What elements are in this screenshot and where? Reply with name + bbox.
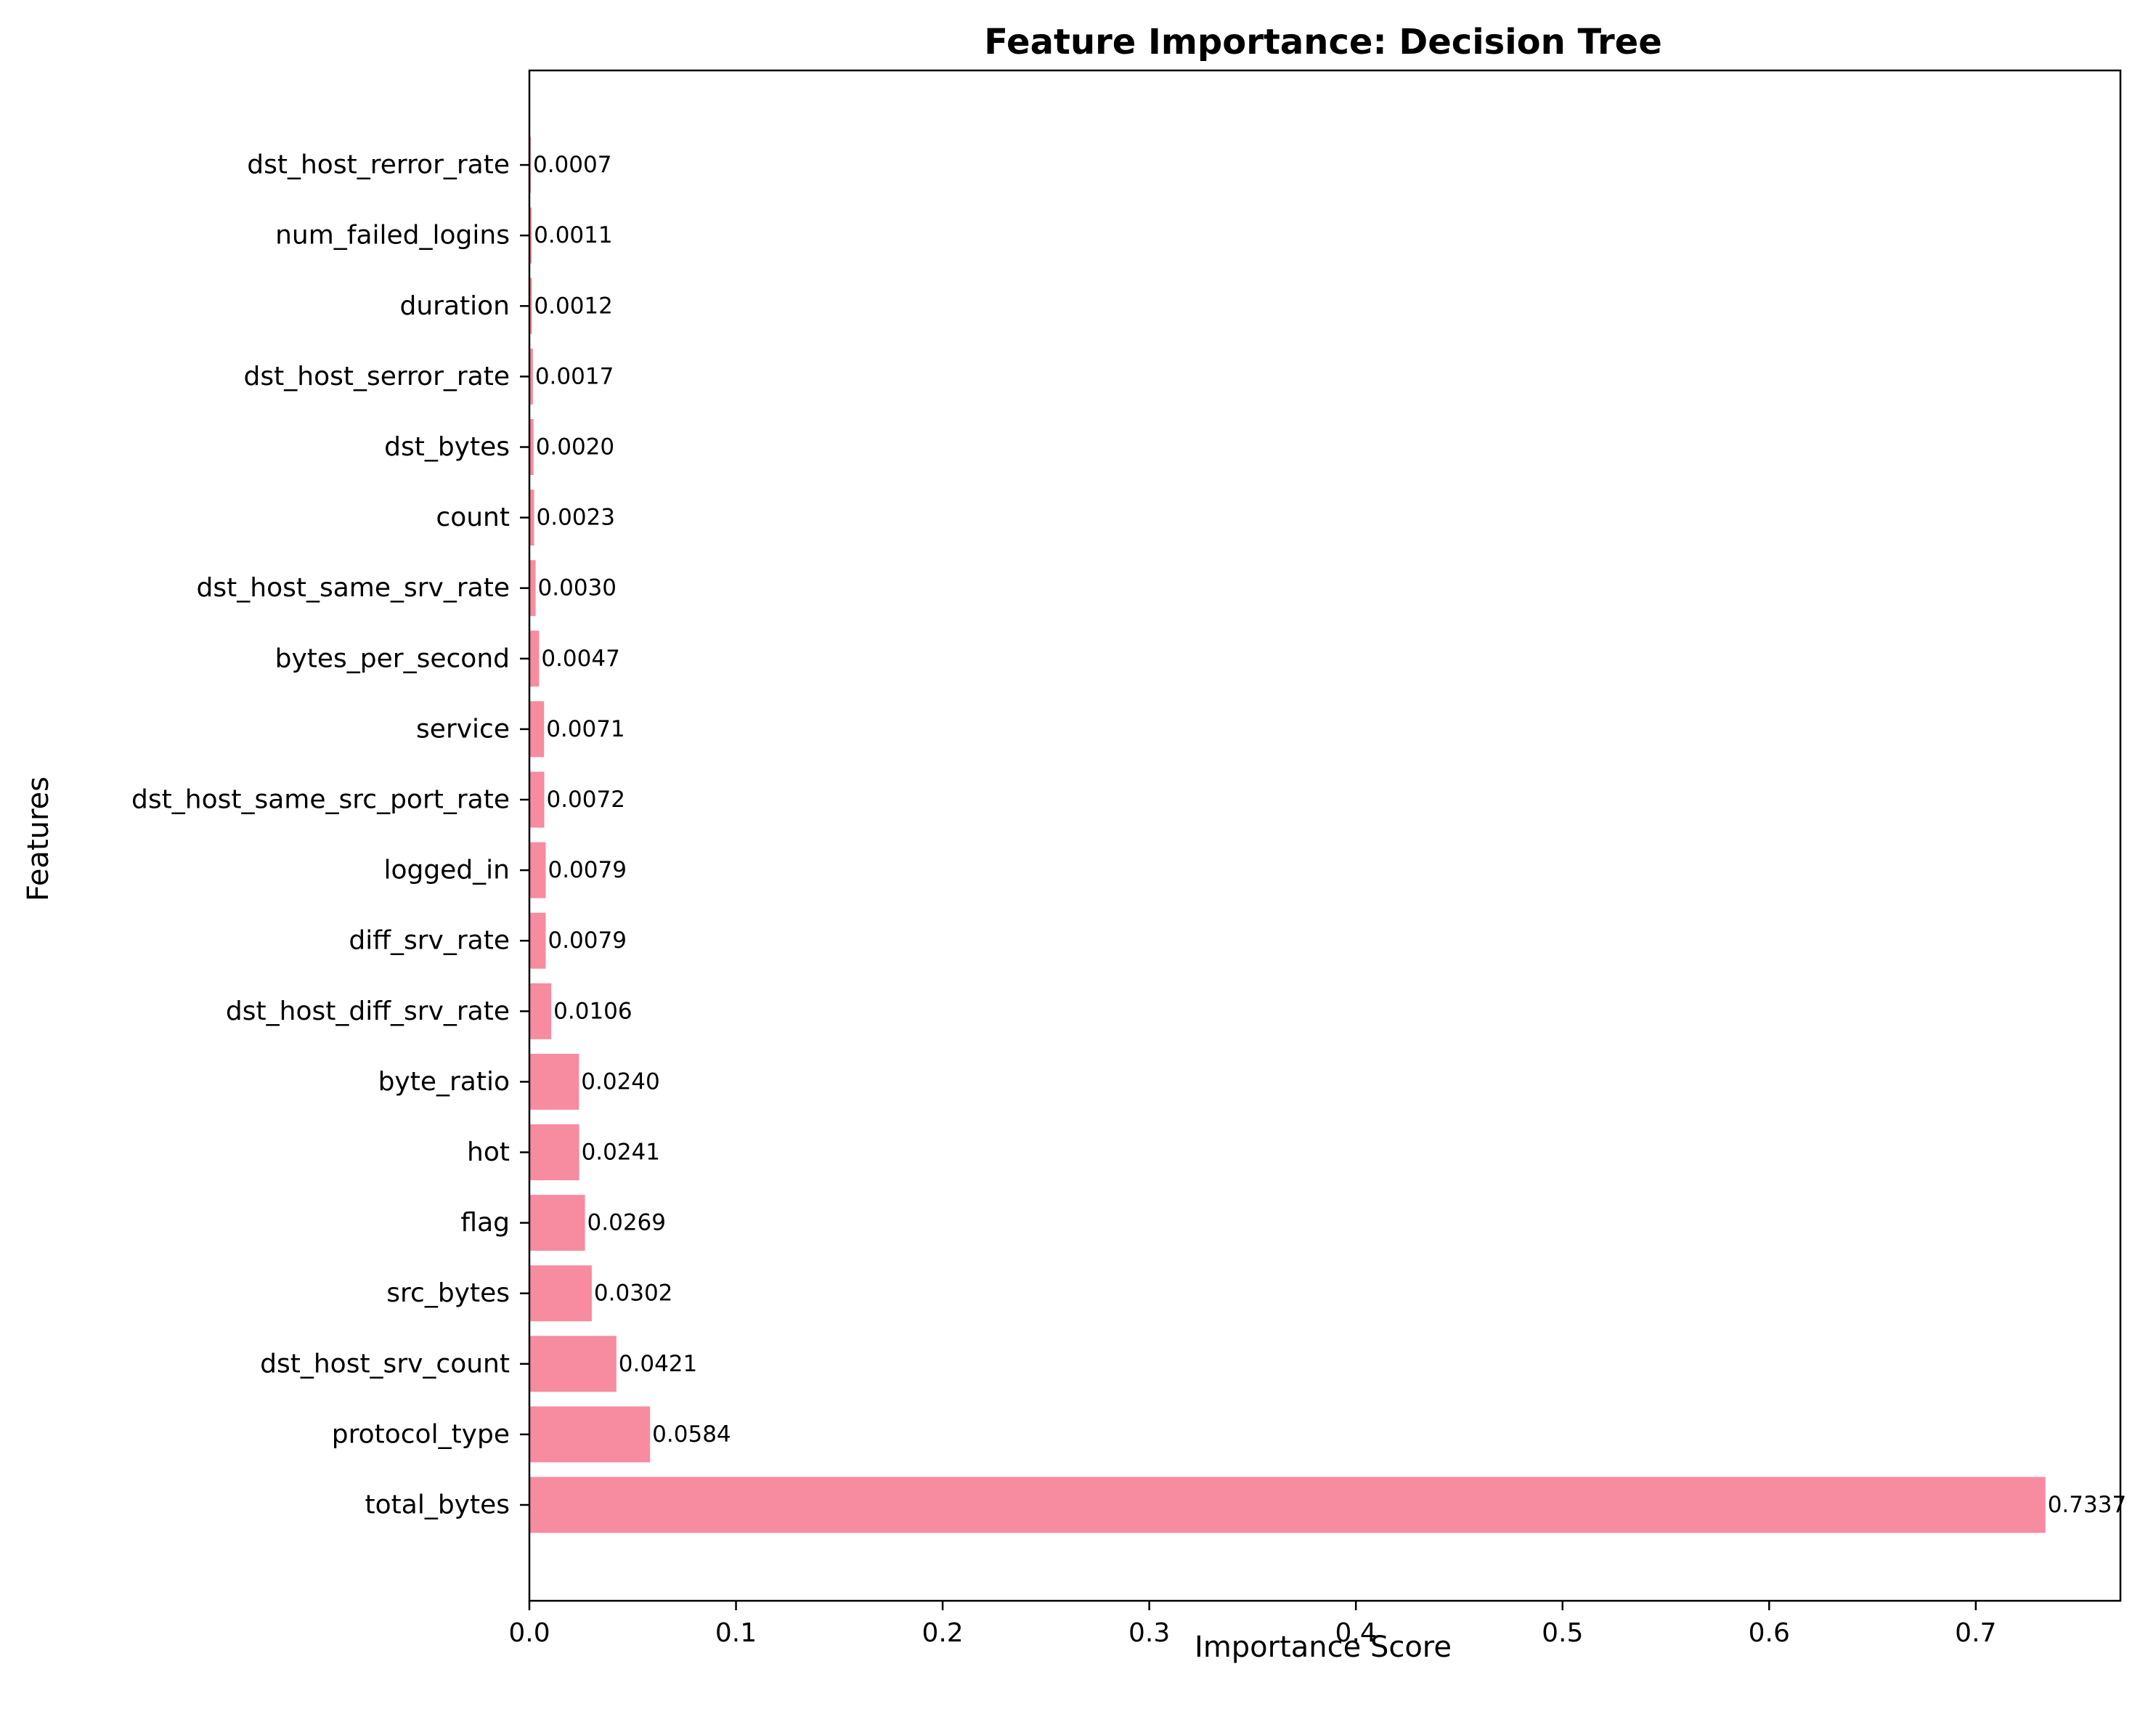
data-label-num_failed_logins: 0.0011 (534, 222, 612, 248)
y-tick-label-dst_host_srv_count: dst_host_srv_count (260, 1349, 510, 1379)
bar-dst_host_same_srv_rate (529, 560, 536, 617)
x-axis-ticks: 0.0 0.1 0.2 0.3 0.4 0.5 0.6 0.7 (508, 1601, 1996, 1648)
x-tick-label-0.6: 0.6 (1749, 1618, 1790, 1648)
y-tick-label-byte_ratio: byte_ratio (378, 1067, 510, 1097)
data-label-service: 0.0071 (546, 716, 625, 742)
bar-diff_srv_rate (529, 912, 546, 969)
data-label-protocol_type: 0.0584 (652, 1421, 731, 1448)
bar-dst_host_serror_rate (529, 348, 533, 405)
y-axis-ticks: total_bytes protocol_type dst_host_srv_cou… (131, 150, 529, 1520)
bar-duration (529, 277, 532, 334)
bar-flag (529, 1195, 585, 1251)
y-tick-label-dst_host_same_srv_rate: dst_host_same_srv_rate (197, 573, 510, 603)
y-axis-label: Features (22, 776, 55, 901)
bar-dst_host_same_src_port_rate (529, 771, 545, 828)
bar-bytes_per_second (529, 630, 540, 687)
data-label-dst_host_serror_rate: 0.0017 (535, 363, 614, 389)
data-label-duration: 0.0012 (534, 293, 612, 319)
data-label-logged_in: 0.0079 (548, 857, 626, 883)
y-tick-label-dst_bytes: dst_bytes (384, 432, 510, 462)
data-label-bytes_per_second: 0.0047 (541, 646, 619, 672)
y-tick-label-dst_host_diff_srv_rate: dst_host_diff_srv_rate (226, 996, 510, 1026)
plot-frame (528, 69, 2122, 1602)
y-tick-label-total_bytes: total_bytes (365, 1490, 510, 1520)
data-label-src_bytes: 0.0302 (594, 1280, 672, 1307)
y-tick-label-flag: flag (460, 1208, 510, 1238)
data-label-byte_ratio: 0.0240 (581, 1068, 659, 1095)
data-labels-layer: 0.7337 0.0584 0.0421 0.0302 0.0269 0.0241 0.02… (533, 152, 2126, 1518)
y-tick-label-dst_host_same_src_port_rate: dst_host_same_src_port_rate (131, 785, 510, 815)
data-label-dst_host_diff_srv_rate: 0.0106 (553, 998, 632, 1024)
bar-dst_host_diff_srv_rate (529, 983, 552, 1039)
bar-count (529, 490, 534, 546)
y-tick-label-logged_in: logged_in (383, 856, 510, 885)
x-tick-label-0.3: 0.3 (1128, 1618, 1170, 1648)
data-label-dst_host_srv_count: 0.0421 (619, 1351, 697, 1377)
data-label-count: 0.0023 (537, 505, 615, 531)
bar-dst_bytes (529, 419, 534, 475)
bar-dst_host_srv_count (529, 1336, 617, 1392)
data-label-flag: 0.0269 (587, 1210, 666, 1236)
bar-logged_in (529, 842, 546, 898)
x-tick-label-0.4: 0.4 (1335, 1618, 1377, 1648)
x-tick-label-0.2: 0.2 (922, 1618, 963, 1648)
bar-src_bytes (529, 1265, 592, 1322)
bar-hot (529, 1124, 579, 1180)
bars-layer (529, 137, 2046, 1533)
y-tick-label-dst_host_rerror_rate: dst_host_rerror_rate (247, 150, 510, 180)
y-tick-label-num_failed_logins: num_failed_logins (275, 221, 510, 251)
data-label-dst_host_same_src_port_rate: 0.0072 (546, 787, 625, 813)
bar-num_failed_logins (529, 207, 532, 264)
data-label-total_bytes: 0.7337 (2048, 1492, 2126, 1518)
y-tick-label-duration: duration (400, 291, 510, 321)
y-tick-label-hot: hot (467, 1137, 510, 1167)
data-label-hot: 0.0241 (582, 1140, 660, 1166)
data-label-dst_host_same_srv_rate: 0.0030 (538, 575, 617, 601)
y-tick-label-protocol_type: protocol_type (332, 1419, 510, 1449)
y-tick-label-dst_host_serror_rate: dst_host_serror_rate (244, 362, 510, 391)
data-label-dst_host_rerror_rate: 0.0007 (533, 152, 611, 178)
bar-protocol_type (529, 1406, 651, 1463)
x-tick-label-0.0: 0.0 (508, 1618, 550, 1648)
x-tick-label-0.1: 0.1 (715, 1618, 757, 1648)
x-axis-label: Importance Score (1195, 1631, 1452, 1664)
x-tick-label-0.5: 0.5 (1542, 1618, 1583, 1648)
y-tick-label-service: service (416, 714, 510, 744)
data-label-dst_bytes: 0.0020 (536, 434, 614, 460)
y-tick-label-bytes_per_second: bytes_per_second (275, 644, 510, 673)
bar-byte_ratio (529, 1053, 579, 1110)
y-tick-label-src_bytes: src_bytes (386, 1278, 510, 1308)
y-tick-label-diff_srv_rate: diff_srv_rate (349, 926, 510, 956)
data-label-diff_srv_rate: 0.0079 (548, 927, 626, 954)
y-tick-label-count: count (436, 503, 510, 532)
bar-service (529, 701, 545, 758)
chart-title: Feature Importance: Decision Tree (984, 22, 1662, 62)
x-tick-label-0.7: 0.7 (1955, 1618, 1996, 1648)
bar-total_bytes (529, 1477, 2046, 1533)
